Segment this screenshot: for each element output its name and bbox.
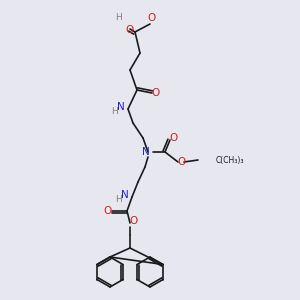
Text: O: O	[148, 13, 156, 23]
Text: H: H	[115, 196, 122, 205]
Text: N: N	[142, 147, 150, 157]
Text: N: N	[117, 102, 125, 112]
Text: O: O	[177, 157, 185, 167]
Text: N: N	[121, 190, 129, 200]
Text: O: O	[130, 216, 138, 226]
Text: H: H	[111, 107, 117, 116]
Text: C(CH₃)₃: C(CH₃)₃	[216, 155, 244, 164]
Text: O: O	[126, 25, 134, 35]
Text: O: O	[104, 206, 112, 216]
Text: O: O	[169, 133, 177, 143]
Text: H: H	[115, 14, 122, 22]
Text: O: O	[151, 88, 159, 98]
